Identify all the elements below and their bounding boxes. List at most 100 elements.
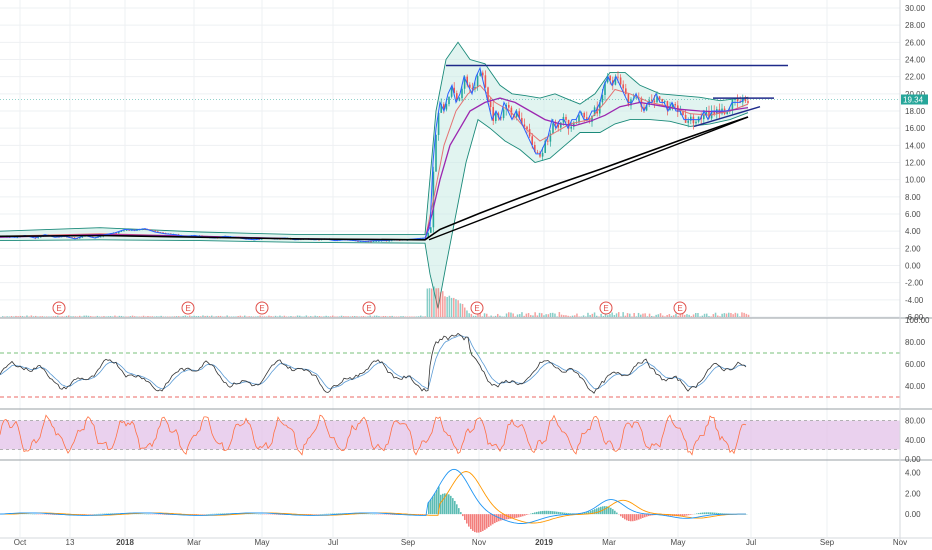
earnings-marker: E xyxy=(599,301,613,315)
volume-bar xyxy=(714,312,717,317)
macd-histogram-bar xyxy=(716,512,718,515)
volume-bar xyxy=(582,315,585,317)
volume-bar xyxy=(281,316,283,317)
candle-body xyxy=(705,111,708,115)
x-tick-label: Mar xyxy=(602,538,616,547)
volume-bar xyxy=(277,316,279,317)
candle-body xyxy=(508,104,510,108)
macd-tick-label: 4.00 xyxy=(905,468,921,477)
macd-histogram-bar xyxy=(532,512,534,515)
volume-bar xyxy=(483,313,486,317)
macd-histogram-bar xyxy=(492,514,494,525)
candle-body xyxy=(482,72,484,76)
candle-body xyxy=(128,230,130,231)
macd-histogram-bar xyxy=(600,506,602,515)
macd-histogram-bar xyxy=(590,510,592,515)
volume-bar xyxy=(109,316,112,317)
last-price-label: 19.34 xyxy=(903,95,924,104)
candle-body xyxy=(653,100,656,103)
candle-body xyxy=(476,75,479,88)
macd-histogram-bar xyxy=(468,514,470,527)
candle-body xyxy=(154,230,156,232)
volume-bar xyxy=(228,316,231,317)
candle-body xyxy=(73,237,76,239)
candle-body xyxy=(435,134,437,172)
macd-histogram-bar xyxy=(224,513,226,515)
macd-histogram-bar xyxy=(568,513,570,515)
volume-bar xyxy=(497,313,499,317)
macd-histogram-bar xyxy=(586,512,588,515)
volume-bar xyxy=(719,316,721,317)
candle-body xyxy=(583,112,585,118)
volume-bar xyxy=(448,295,451,317)
x-tick-label: Mar xyxy=(187,538,201,547)
volume-bar xyxy=(609,314,611,317)
volume-bar xyxy=(437,288,440,317)
volume-bar xyxy=(4,316,6,317)
volume-bar xyxy=(367,316,369,317)
candle-body xyxy=(375,241,377,242)
volume-bar xyxy=(290,316,292,317)
macd-histogram-bar xyxy=(604,506,606,515)
price-tick-label: -4.00 xyxy=(905,296,924,305)
volume-bar xyxy=(215,316,217,317)
candle-body xyxy=(466,76,468,85)
volume-bar xyxy=(336,316,338,317)
earnings-marker-circle xyxy=(673,301,687,315)
earnings-marker: E xyxy=(673,301,687,315)
volume-bar xyxy=(202,315,204,317)
volume-bar xyxy=(283,315,286,317)
price-tick-label: 8.00 xyxy=(905,193,921,202)
earnings-marker: E xyxy=(52,301,66,315)
candle-body xyxy=(16,237,19,239)
candle-body xyxy=(627,93,630,106)
volume-bar xyxy=(472,315,475,317)
macd-histogram-bar xyxy=(684,514,686,516)
volume-bar xyxy=(90,316,92,317)
volume-bar xyxy=(103,316,105,317)
volume-bar xyxy=(112,316,114,317)
volume-bar xyxy=(195,316,198,317)
volume-bar xyxy=(217,315,220,317)
macd-histogram-bar xyxy=(526,514,528,515)
candle-body xyxy=(536,151,539,153)
volume-bar xyxy=(274,315,277,317)
candle-body xyxy=(578,115,580,123)
price-tick-label: 28.00 xyxy=(905,21,926,30)
volume-bar xyxy=(475,315,477,317)
volume-bar xyxy=(420,315,422,317)
macd-histogram-bar xyxy=(622,514,624,518)
volume-bar xyxy=(389,316,391,317)
macd-pane[interactable] xyxy=(0,468,748,533)
last-price-badge-bg xyxy=(901,94,928,105)
macd-line xyxy=(0,468,746,524)
volume-bar xyxy=(519,314,521,317)
candle-body xyxy=(591,115,593,122)
volume-bar xyxy=(723,313,726,317)
volume-bar xyxy=(237,316,239,317)
macd-histogram-bar xyxy=(458,508,460,515)
candle-body xyxy=(622,84,624,89)
candle-body xyxy=(518,111,520,118)
price-tick-label: 10.00 xyxy=(905,176,926,185)
macd-histogram-bar xyxy=(570,513,572,515)
volume-bar xyxy=(560,314,563,317)
macd-histogram-bar xyxy=(500,514,502,521)
candle-body xyxy=(534,144,536,152)
macd-histogram-bar xyxy=(476,514,478,533)
price-tick-label: 22.00 xyxy=(905,73,926,82)
earnings-marker-circle xyxy=(362,301,376,315)
volume-bar xyxy=(189,315,191,317)
volume-bar xyxy=(35,315,37,317)
volume-bar xyxy=(296,315,299,317)
volume-bar xyxy=(338,316,341,317)
macd-histogram-bar xyxy=(442,493,444,515)
volume-bar xyxy=(466,310,468,317)
volume-bar xyxy=(10,316,13,317)
candle-body xyxy=(437,112,440,135)
stochastic-pane[interactable] xyxy=(0,414,900,456)
macd-histogram-bar xyxy=(332,513,334,515)
rsi-pane[interactable] xyxy=(0,332,900,398)
